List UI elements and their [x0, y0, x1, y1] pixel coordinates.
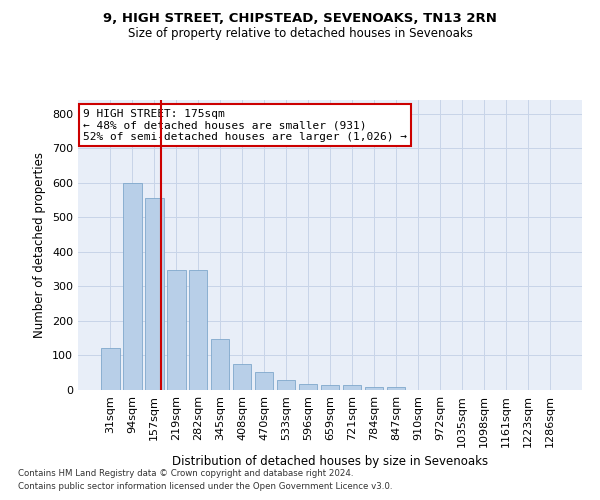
Bar	[123, 182, 142, 390]
Bar	[320, 385, 340, 390]
Bar	[145, 198, 164, 390]
Bar	[277, 380, 295, 390]
Bar	[211, 339, 229, 390]
Bar	[343, 385, 361, 390]
X-axis label: Distribution of detached houses by size in Sevenoaks: Distribution of detached houses by size …	[172, 455, 488, 468]
Text: 9 HIGH STREET: 175sqm
← 48% of detached houses are smaller (931)
52% of semi-det: 9 HIGH STREET: 175sqm ← 48% of detached …	[83, 108, 407, 142]
Bar	[365, 387, 383, 390]
Text: Contains HM Land Registry data © Crown copyright and database right 2024.: Contains HM Land Registry data © Crown c…	[18, 468, 353, 477]
Bar	[255, 372, 274, 390]
Text: 9, HIGH STREET, CHIPSTEAD, SEVENOAKS, TN13 2RN: 9, HIGH STREET, CHIPSTEAD, SEVENOAKS, TN…	[103, 12, 497, 26]
Bar	[189, 270, 208, 390]
Bar	[101, 348, 119, 390]
Bar	[167, 270, 185, 390]
Bar	[233, 364, 251, 390]
Y-axis label: Number of detached properties: Number of detached properties	[34, 152, 46, 338]
Text: Contains public sector information licensed under the Open Government Licence v3: Contains public sector information licen…	[18, 482, 392, 491]
Text: Size of property relative to detached houses in Sevenoaks: Size of property relative to detached ho…	[128, 28, 472, 40]
Bar	[299, 384, 317, 390]
Bar	[386, 387, 405, 390]
